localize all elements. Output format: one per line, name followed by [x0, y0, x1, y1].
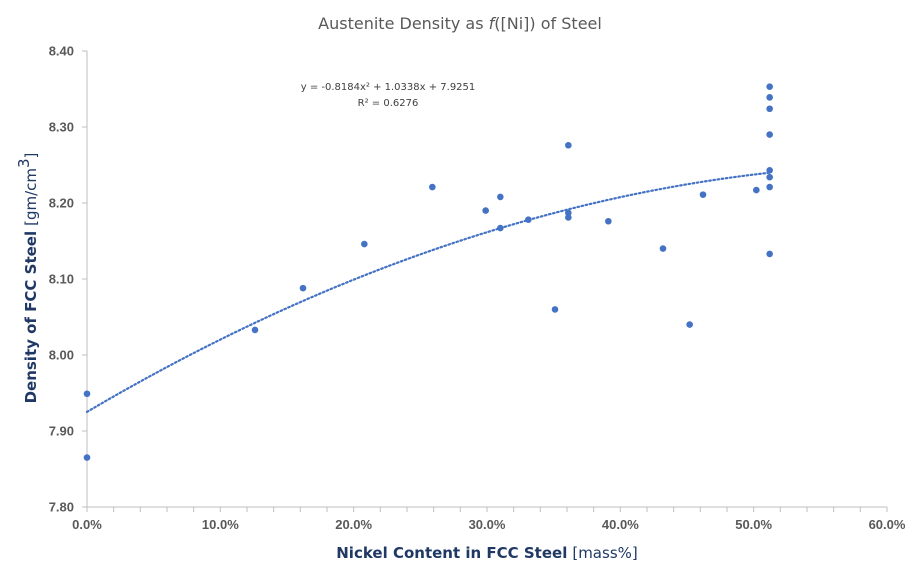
x-tick-label: 10.0%	[202, 517, 239, 532]
y-tick-label: 7.80	[49, 500, 74, 515]
y-tick-label: 8.40	[49, 44, 74, 59]
x-axis-label: Nickel Content in FCC Steel [mass%]	[336, 544, 637, 562]
y-tick-labels: 7.80 7.90 8.00 8.10 8.20 8.30 8.40	[49, 44, 74, 515]
data-point	[299, 284, 307, 292]
data-point	[686, 321, 693, 328]
data-point	[565, 141, 572, 149]
data-point	[766, 250, 773, 258]
chart-title: Austenite Density as f([Ni]) of Steel	[318, 14, 602, 33]
data-point	[429, 183, 436, 191]
axes	[82, 50, 888, 512]
data-point	[753, 186, 760, 194]
data-point	[497, 193, 504, 201]
data-point	[83, 454, 91, 461]
data-points	[83, 83, 773, 461]
data-point	[766, 94, 773, 101]
data-point	[482, 207, 489, 214]
trendline	[85, 171, 771, 414]
y-tick-label: 8.10	[49, 272, 74, 287]
data-point	[766, 83, 773, 91]
data-point	[83, 390, 91, 398]
y-tick-label: 7.90	[49, 424, 74, 439]
data-point	[361, 240, 368, 248]
x-tick-label: 0.0%	[72, 517, 102, 532]
x-tick-label: 50.0%	[735, 517, 772, 532]
data-point	[766, 105, 773, 113]
x-tick-label: 40.0%	[602, 517, 639, 532]
trendline-equation: y = -0.8184x² + 1.0338x + 7.9251	[301, 82, 476, 93]
data-point	[565, 209, 572, 217]
data-point	[551, 306, 559, 313]
data-point	[766, 131, 773, 138]
data-point	[525, 216, 532, 224]
data-point	[605, 217, 612, 225]
x-tick-label: 60.0%	[869, 517, 906, 532]
data-point	[766, 167, 773, 174]
y-tick-label: 8.00	[49, 348, 74, 363]
data-point	[766, 173, 773, 181]
data-point	[699, 191, 707, 198]
data-point	[497, 224, 504, 232]
y-tick-label: 8.30	[49, 120, 74, 135]
y-tick-label: 8.20	[49, 196, 74, 211]
x-tick-label: 30.0%	[469, 517, 506, 532]
data-point	[251, 326, 259, 334]
x-tick-label: 20.0%	[335, 517, 372, 532]
data-point	[659, 245, 667, 252]
data-point	[766, 183, 773, 191]
x-tick-labels: 0.0% 10.0% 20.0% 30.0% 40.0% 50.0% 60.0%	[72, 517, 906, 532]
r-squared-label: R² = 0.6276	[358, 98, 419, 109]
data-point	[565, 214, 572, 221]
y-axis-label: Density of FCC Steel[gm/cm3]	[15, 153, 40, 404]
